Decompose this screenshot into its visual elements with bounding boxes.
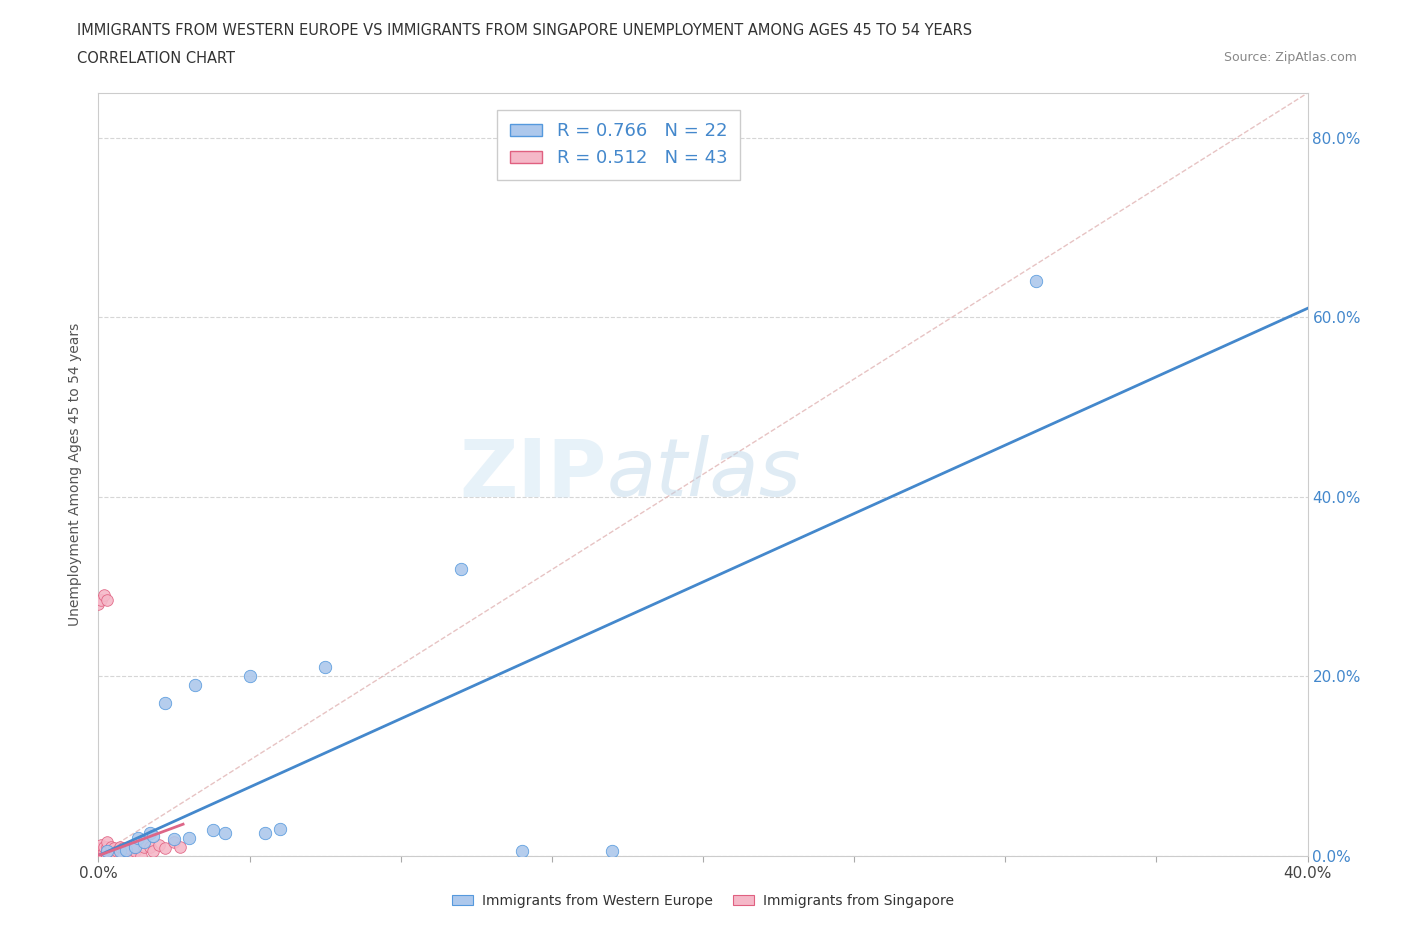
Point (96, 835, 118, 850)
Point (96, 844, 118, 858)
Point (103, 841, 125, 856)
Point (139, 839, 162, 854)
Point (269, 821, 291, 836)
Point (142, 844, 165, 858)
Point (103, 848, 125, 863)
Point (114, 843, 136, 857)
Point (148, 837, 170, 852)
Point (90, 837, 112, 852)
Point (124, 839, 146, 854)
Point (93, 588, 115, 603)
Point (132, 835, 155, 850)
Point (96, 592, 118, 607)
Point (111, 841, 134, 856)
Point (450, 561, 472, 576)
Point (93, 848, 115, 863)
Text: ZIP: ZIP (458, 435, 606, 513)
Point (87, 597, 110, 612)
Point (124, 839, 146, 854)
Point (129, 848, 152, 863)
Point (153, 841, 176, 856)
Point (108, 844, 131, 858)
Point (169, 839, 191, 854)
Legend: Immigrants from Western Europe, Immigrants from Singapore: Immigrants from Western Europe, Immigran… (447, 889, 959, 914)
Point (1024, 274, 1046, 289)
Text: IMMIGRANTS FROM WESTERN EUROPE VS IMMIGRANTS FROM SINGAPORE UNEMPLOYMENT AMONG A: IMMIGRANTS FROM WESTERN EUROPE VS IMMIGR… (77, 23, 973, 38)
Point (96, 839, 118, 854)
Point (105, 844, 128, 858)
Point (118, 848, 141, 863)
Text: atlas: atlas (606, 435, 801, 513)
Point (100, 844, 122, 858)
Point (87, 844, 110, 859)
Point (100, 848, 122, 863)
Point (202, 823, 225, 838)
Point (87, 848, 110, 863)
Text: CORRELATION CHART: CORRELATION CHART (77, 51, 235, 66)
Point (111, 848, 134, 863)
Y-axis label: Unemployment Among Ages 45 to 54 years: Unemployment Among Ages 45 to 54 years (69, 323, 83, 626)
Point (108, 839, 131, 854)
Point (510, 844, 533, 858)
Point (90, 844, 112, 859)
Text: Source: ZipAtlas.com: Source: ZipAtlas.com (1223, 51, 1357, 64)
Point (132, 839, 155, 854)
Point (105, 848, 128, 863)
Point (142, 829, 165, 844)
Point (90, 592, 112, 607)
Point (93, 844, 115, 858)
Point (163, 832, 186, 847)
Point (253, 826, 276, 841)
Point (184, 678, 207, 693)
Point (179, 830, 201, 845)
Point (96, 848, 118, 863)
Point (127, 830, 149, 845)
Point (90, 841, 112, 856)
Point (96, 844, 118, 858)
Point (108, 844, 131, 858)
Point (163, 835, 186, 850)
Point (239, 669, 262, 684)
Point (139, 826, 162, 841)
Point (132, 835, 155, 850)
Point (87, 841, 110, 856)
Point (124, 844, 146, 858)
Point (114, 844, 136, 858)
Point (153, 696, 176, 711)
Point (93, 839, 115, 854)
Point (100, 839, 122, 854)
Point (90, 848, 112, 863)
Point (118, 841, 141, 856)
Point (214, 826, 236, 841)
Point (314, 659, 336, 674)
Legend: R = 0.766   N = 22, R = 0.512   N = 43: R = 0.766 N = 22, R = 0.512 N = 43 (496, 110, 740, 180)
Point (602, 844, 624, 858)
